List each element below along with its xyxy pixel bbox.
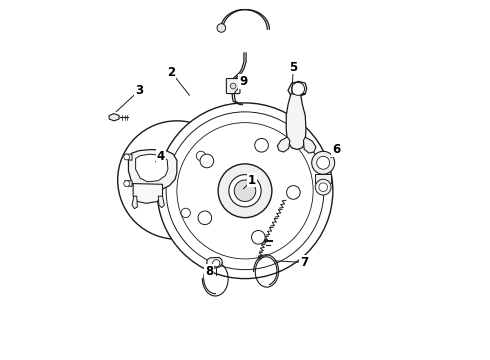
Polygon shape	[125, 181, 132, 186]
Circle shape	[230, 83, 236, 89]
Circle shape	[217, 24, 225, 32]
Text: 7: 7	[300, 256, 308, 269]
Circle shape	[315, 179, 331, 195]
Circle shape	[213, 260, 220, 267]
Circle shape	[319, 183, 327, 192]
Circle shape	[118, 121, 236, 239]
Circle shape	[229, 175, 261, 207]
Text: 8: 8	[205, 265, 213, 278]
Circle shape	[124, 181, 129, 186]
Polygon shape	[286, 94, 306, 149]
Circle shape	[196, 151, 206, 161]
Polygon shape	[133, 184, 163, 203]
FancyBboxPatch shape	[226, 78, 240, 94]
Polygon shape	[128, 149, 177, 192]
Circle shape	[317, 156, 330, 169]
Circle shape	[218, 164, 272, 218]
Text: 6: 6	[332, 143, 341, 156]
Circle shape	[312, 151, 335, 174]
Text: 5: 5	[289, 60, 297, 73]
Text: 2: 2	[168, 66, 175, 79]
Circle shape	[124, 154, 129, 160]
Polygon shape	[288, 81, 307, 97]
Text: 4: 4	[157, 150, 165, 163]
Circle shape	[287, 186, 300, 199]
Circle shape	[200, 154, 214, 168]
Circle shape	[292, 82, 304, 95]
Circle shape	[251, 230, 265, 244]
Polygon shape	[125, 154, 132, 160]
Circle shape	[181, 208, 190, 217]
Polygon shape	[303, 137, 316, 153]
Circle shape	[198, 211, 212, 225]
Circle shape	[139, 167, 148, 176]
Polygon shape	[136, 154, 168, 182]
Text: 9: 9	[239, 75, 247, 88]
Circle shape	[234, 180, 256, 202]
Polygon shape	[132, 196, 137, 209]
Circle shape	[152, 156, 201, 204]
Circle shape	[162, 165, 192, 195]
Polygon shape	[109, 114, 119, 121]
Circle shape	[255, 139, 269, 152]
Polygon shape	[158, 196, 164, 208]
Text: 3: 3	[135, 84, 143, 97]
Text: 1: 1	[248, 174, 256, 186]
Polygon shape	[277, 137, 290, 152]
Polygon shape	[315, 174, 331, 183]
Circle shape	[157, 103, 333, 279]
Polygon shape	[207, 257, 222, 268]
